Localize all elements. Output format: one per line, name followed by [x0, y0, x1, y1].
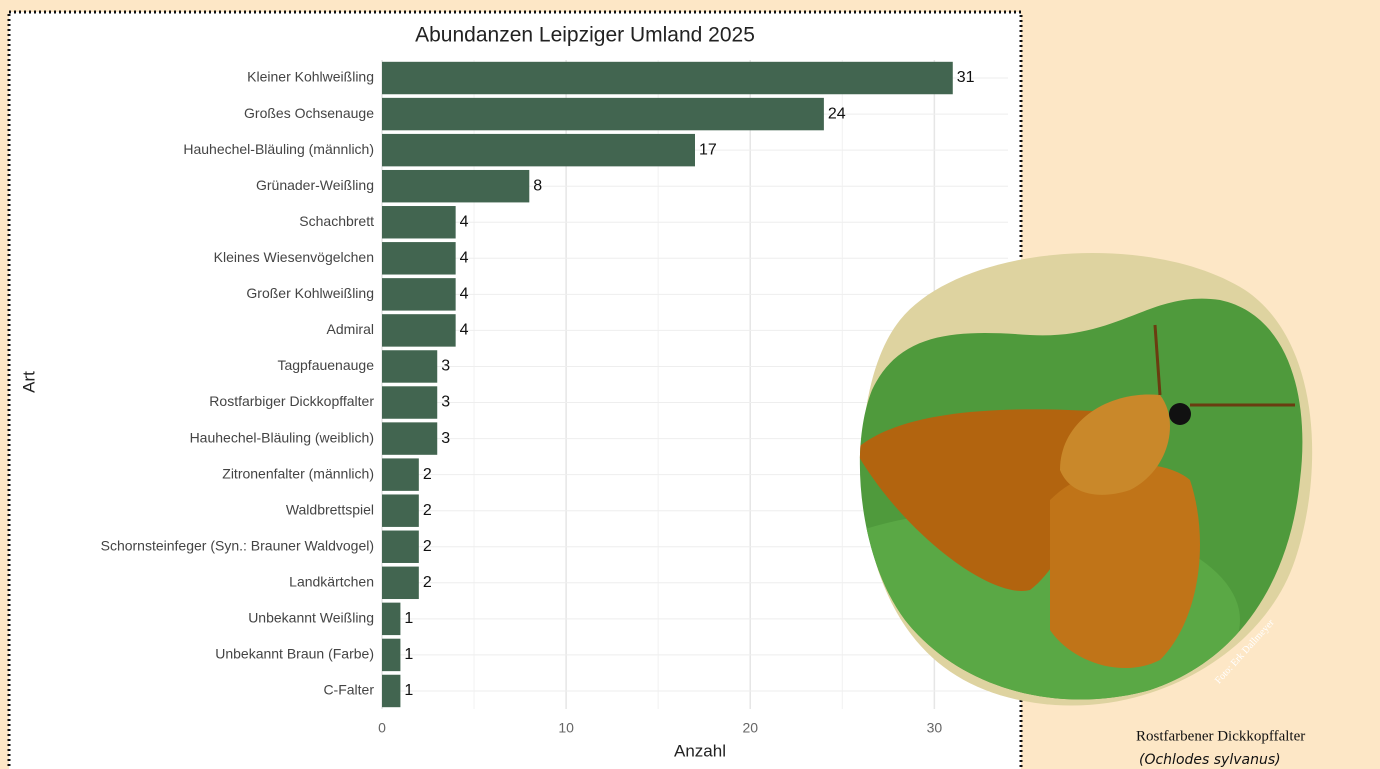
photo-eye [1169, 403, 1191, 425]
photo-caption: Rostfarbener Dickkopffalter [1136, 728, 1305, 744]
y-tick-label: Großes Ochsenauge [244, 105, 374, 121]
photo-latin-name: (Ochlodes sylvanus) [1139, 752, 1281, 768]
value-label: 3 [441, 358, 450, 375]
bar [382, 350, 437, 382]
bar [382, 314, 456, 346]
y-tick-label: Unbekannt Weißling [248, 610, 374, 626]
value-label: 2 [423, 574, 432, 591]
y-tick-label: Landkärtchen [289, 574, 374, 590]
value-label: 24 [828, 105, 846, 122]
bar [382, 603, 400, 635]
y-tick-label: C-Falter [323, 682, 374, 698]
y-tick-label: Tagpfauenauge [277, 357, 374, 373]
y-tick-label: Großer Kohlweißling [246, 285, 374, 301]
y-tick-label: Hauhechel-Bläuling (weiblich) [190, 429, 374, 445]
x-tick-label: 30 [927, 720, 943, 736]
y-tick-label: Waldbrettspiel [286, 501, 374, 517]
y-tick-label: Unbekannt Braun (Farbe) [215, 646, 374, 662]
bar [382, 567, 419, 599]
value-label: 8 [533, 177, 542, 194]
page: {"chart_data": {"type": "bar", "orientat… [0, 0, 1380, 769]
bar [382, 675, 400, 707]
y-tick-label: Grünader-Weißling [256, 177, 374, 193]
bar [382, 242, 456, 274]
value-label: 3 [441, 430, 450, 447]
value-label: 4 [460, 213, 469, 230]
y-tick-label: Zitronenfalter (männlich) [222, 465, 374, 481]
bar [382, 170, 529, 202]
bar [382, 458, 419, 490]
bar [382, 206, 456, 238]
y-tick-label: Hauhechel-Bläuling (männlich) [183, 141, 374, 157]
value-label: 1 [404, 610, 413, 627]
bar [382, 494, 419, 526]
x-tick-label: 0 [378, 720, 386, 736]
value-label: 4 [460, 286, 469, 303]
x-tick-label: 20 [742, 720, 758, 736]
chart: 0102030Kleiner Kohlweißling31Großes Ochs… [0, 0, 1380, 769]
value-label: 17 [699, 141, 717, 158]
bar [382, 62, 953, 94]
chart-title: Abundanzen Leipziger Umland 2025 [415, 24, 755, 47]
value-label: 1 [404, 646, 413, 663]
value-label: 2 [423, 502, 432, 519]
value-label: 1 [404, 682, 413, 699]
y-tick-label: Schachbrett [299, 213, 374, 229]
x-axis-title: Anzahl [674, 741, 726, 760]
y-tick-label: Kleines Wiesenvögelchen [214, 249, 374, 265]
value-label: 2 [423, 538, 432, 555]
x-tick-label: 10 [558, 720, 574, 736]
bar [382, 639, 400, 671]
bar [382, 422, 437, 454]
value-label: 3 [441, 394, 450, 411]
value-label: 2 [423, 466, 432, 483]
y-tick-label: Rostfarbiger Dickkopffalter [209, 393, 374, 409]
y-axis-title: Art [19, 371, 38, 393]
value-label: 31 [957, 69, 975, 86]
bar [382, 531, 419, 563]
value-label: 4 [460, 250, 469, 267]
y-tick-label: Admiral [327, 321, 374, 337]
y-tick-label: Schornsteinfeger (Syn.: Brauner Waldvoge… [101, 537, 374, 553]
y-tick-label: Kleiner Kohlweißling [247, 69, 374, 85]
bar [382, 386, 437, 418]
value-label: 4 [460, 322, 469, 339]
bar [382, 134, 695, 166]
bar [382, 278, 456, 310]
bar [382, 98, 824, 130]
